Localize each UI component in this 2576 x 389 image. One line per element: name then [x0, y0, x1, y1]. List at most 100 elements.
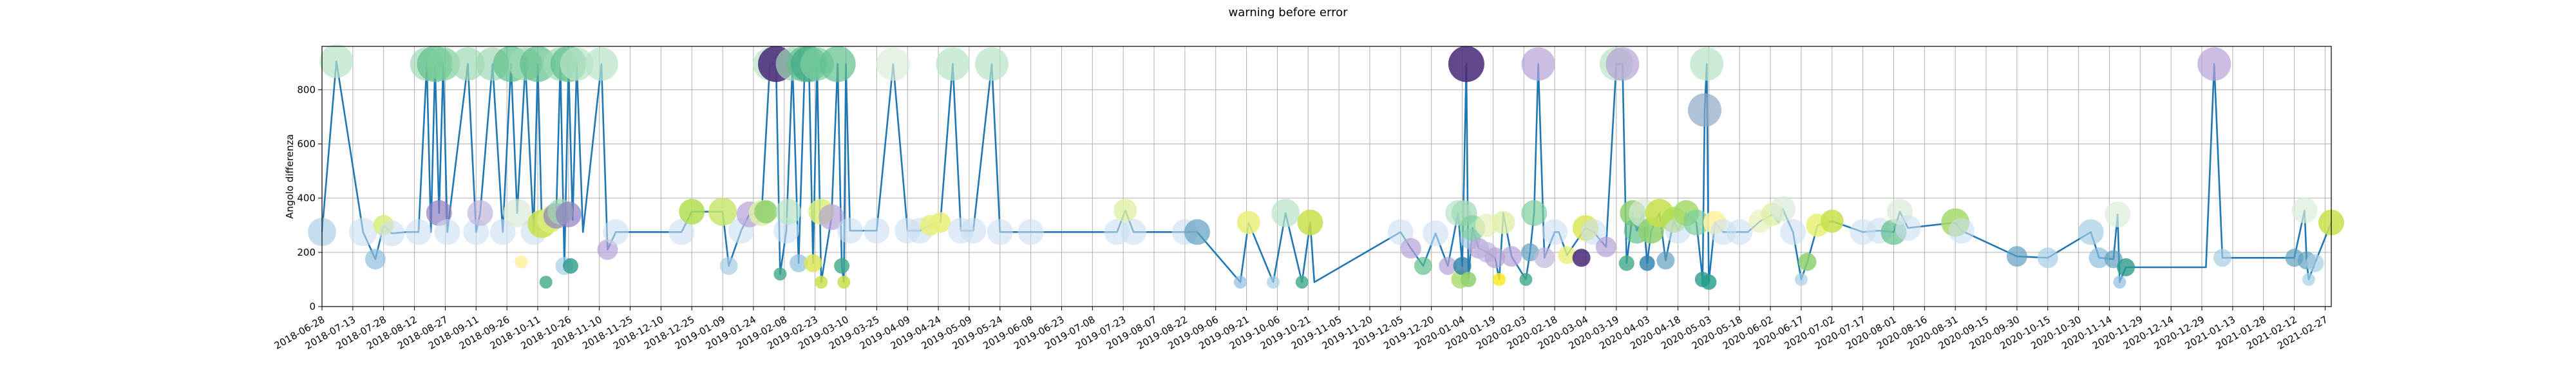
data-point	[1727, 219, 1753, 245]
data-point	[930, 212, 951, 233]
data-point	[1572, 249, 1591, 267]
data-point	[1387, 219, 1414, 245]
data-point	[837, 276, 851, 289]
data-point	[834, 258, 850, 274]
data-point	[837, 218, 863, 244]
data-point	[348, 218, 377, 247]
data-points	[308, 44, 2344, 290]
data-point	[2037, 247, 2058, 269]
data-point	[975, 47, 1009, 81]
data-point	[815, 276, 828, 289]
data-point	[434, 219, 460, 245]
data-point	[1113, 198, 1137, 222]
data-point	[1234, 276, 1247, 289]
data-point	[1184, 219, 1210, 245]
data-point	[2113, 276, 2126, 289]
data-point	[864, 218, 890, 244]
data-point	[2088, 247, 2110, 269]
data-point	[1493, 272, 1506, 286]
data-point	[1521, 200, 1548, 226]
data-point	[1521, 47, 1555, 81]
data-point	[1580, 219, 1607, 245]
data-point	[1595, 236, 1616, 258]
data-point	[1895, 215, 1921, 241]
data-point	[1297, 209, 1323, 236]
data-point	[1780, 219, 1806, 245]
data-point	[773, 267, 787, 281]
data-point	[1688, 93, 1721, 127]
y-axis-label: Angolo differenza	[284, 134, 296, 218]
y-tick-label: 800	[297, 84, 316, 95]
data-point	[2105, 201, 2131, 227]
data-point	[503, 198, 532, 227]
data-point	[2197, 47, 2231, 81]
data-point	[1542, 219, 1568, 245]
data-point	[539, 276, 553, 289]
y-tick-label: 600	[297, 138, 316, 150]
data-point	[1656, 251, 1675, 270]
data-point	[1439, 256, 1457, 275]
data-point	[1501, 246, 1522, 267]
data-point	[1798, 252, 1817, 271]
data-point	[405, 219, 431, 245]
data-point	[319, 44, 354, 79]
data-point	[379, 220, 405, 247]
data-point	[1400, 238, 1421, 259]
data-point	[1701, 274, 1717, 290]
data-point	[1484, 247, 1506, 269]
data-point	[426, 47, 460, 81]
data-point	[2078, 219, 2104, 245]
data-point	[1453, 256, 1472, 275]
y-tick-label: 200	[297, 247, 316, 258]
data-point	[1414, 256, 1432, 275]
data-point	[960, 218, 987, 244]
data-point	[1820, 209, 1844, 233]
data-point	[790, 254, 808, 272]
data-point	[987, 219, 1013, 245]
data-point	[560, 47, 594, 81]
data-point	[1770, 196, 1796, 222]
chart-title: warning before error	[1228, 6, 1348, 19]
data-point	[708, 197, 737, 226]
data-point	[936, 47, 970, 81]
data-point	[563, 258, 578, 274]
data-point	[1121, 219, 1147, 245]
data-point	[515, 255, 528, 269]
series-line	[321, 60, 2333, 283]
plot-frame	[321, 46, 2332, 307]
data-point	[1423, 220, 1449, 247]
data-point	[1519, 272, 1533, 286]
data-point	[2306, 254, 2324, 272]
data-point	[804, 254, 822, 272]
data-point	[1271, 198, 1300, 227]
data-point	[1794, 272, 1808, 286]
data-point	[467, 200, 493, 226]
data-point	[1683, 209, 1710, 236]
data-point	[1267, 276, 1280, 289]
x-axis-ticks: 2018-06-282018-07-132018-07-282018-08-12…	[272, 307, 2330, 352]
series-line-path	[321, 60, 2333, 283]
data-point	[1558, 246, 1577, 264]
data-point	[775, 198, 802, 225]
y-tick-label: 400	[297, 193, 316, 204]
data-point	[819, 46, 856, 82]
data-point	[1492, 211, 1515, 234]
data-point	[819, 204, 845, 231]
data-point	[1639, 255, 1655, 271]
data-point	[1605, 47, 1640, 81]
data-point	[2006, 246, 2027, 267]
data-point	[719, 256, 738, 275]
data-point	[2117, 258, 2135, 276]
data-point	[1948, 218, 1975, 244]
data-point	[1295, 276, 1309, 289]
data-point	[584, 47, 618, 81]
data-point	[1461, 271, 1477, 287]
data-point	[365, 249, 386, 270]
data-point	[2291, 197, 2318, 223]
data-point	[1690, 47, 1724, 81]
data-point	[668, 219, 695, 245]
data-point	[679, 198, 705, 225]
data-point	[754, 200, 778, 223]
